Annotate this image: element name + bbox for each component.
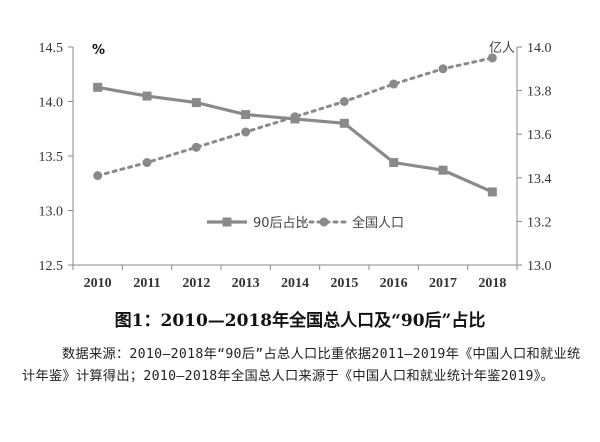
source-note: 数据来源：2010—2018年“90后”占总人口比重依据2011—2019年《中… xyxy=(22,347,581,384)
right-tick-label: 13.0 xyxy=(527,259,552,274)
chart-legend: 90后占比 全国人口 xyxy=(207,215,404,231)
x-tick-label: 2013 xyxy=(232,276,260,291)
series-population-point xyxy=(191,142,201,152)
x-tick-label: 2018 xyxy=(478,276,506,291)
left-tick-label: 14.0 xyxy=(39,96,64,111)
series-90hou-point xyxy=(142,91,152,101)
series-population-point xyxy=(487,53,497,63)
series-population-line xyxy=(96,56,494,178)
right-tick-label: 14.0 xyxy=(527,41,552,56)
left-tick-label: 13.0 xyxy=(39,205,64,220)
x-tick-label: 2010 xyxy=(84,276,112,291)
x-tick-label: 2016 xyxy=(380,276,408,291)
series-90hou-point xyxy=(191,98,201,108)
series-population-point xyxy=(93,171,103,181)
series-90hou-point xyxy=(93,82,103,92)
series-90hou-point xyxy=(389,158,399,168)
legend-label-90hou: 90后占比 xyxy=(253,216,309,231)
series-population-point xyxy=(438,64,448,74)
right-axis-unit: 亿人 xyxy=(489,41,515,56)
x-tick-label: 2014 xyxy=(281,276,309,291)
x-tick-label: 2017 xyxy=(429,276,457,291)
chart-axes xyxy=(68,46,522,270)
legend-marker-90hou xyxy=(222,217,232,227)
series-90hou-point xyxy=(438,165,448,175)
x-tick-label: 2011 xyxy=(133,276,160,291)
right-tick-label: 13.4 xyxy=(527,172,552,187)
series-population-point xyxy=(290,112,300,122)
series-population-point xyxy=(142,158,152,168)
chart-labels: 12.5 13.0 13.5 14.0 14.5 13.0 13.2 13.4 13.6 13.8… xyxy=(39,41,552,291)
chart: 12.5 13.0 13.5 14.0 14.5 13.0 13.2 13.4 13.6 13.8… xyxy=(39,41,552,291)
series-90hou-point xyxy=(487,187,497,197)
figure-caption: 图1：2010—2018年全国总人口及“90后”占比 xyxy=(114,311,486,331)
series-90hou-line xyxy=(97,85,493,194)
left-axis-unit: % xyxy=(92,43,105,58)
x-tick-label: 2012 xyxy=(182,276,210,291)
legend-marker-population xyxy=(319,217,329,227)
right-tick-label: 13.8 xyxy=(527,85,552,100)
series-population-point xyxy=(241,127,251,137)
x-tick-label: 2015 xyxy=(330,276,358,291)
legend-label-population: 全国人口 xyxy=(352,215,404,231)
series-90hou-point xyxy=(241,110,251,120)
left-tick-label: 13.5 xyxy=(39,150,64,165)
series-population-point xyxy=(339,97,349,106)
left-tick-label: 14.5 xyxy=(39,41,64,56)
chart-marks xyxy=(93,53,497,197)
left-tick-label: 12.5 xyxy=(39,259,64,274)
right-tick-label: 13.2 xyxy=(527,215,552,230)
right-tick-label: 13.6 xyxy=(527,128,552,143)
series-90hou-point xyxy=(339,118,349,128)
series-population-point xyxy=(389,79,399,89)
